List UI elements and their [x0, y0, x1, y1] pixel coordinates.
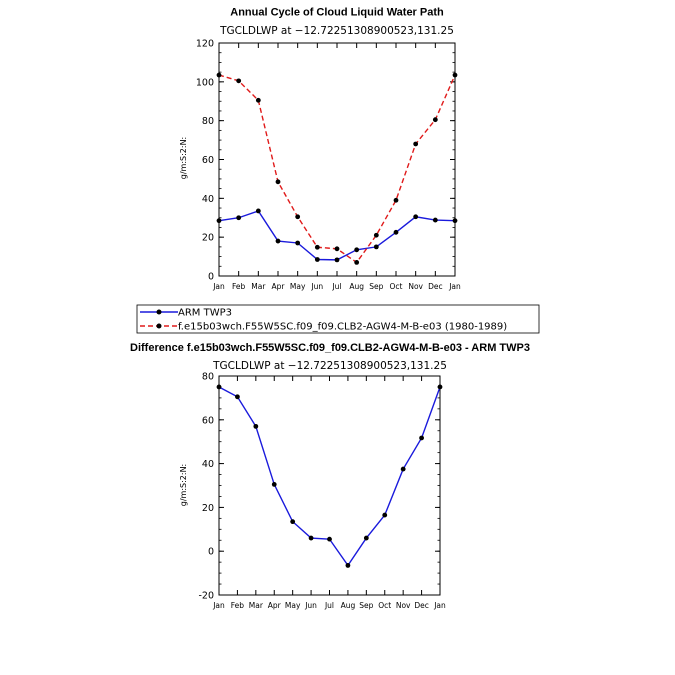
bottom-chart-series-0-point: [271, 482, 277, 487]
legend-arm-marker: [156, 309, 162, 315]
top-chart-series-1-point: [334, 246, 340, 252]
bottom-chart-series-0-point: [308, 535, 314, 541]
bottom-chart-month-label: Mar: [249, 601, 264, 610]
bottom-chart-series-0-point: [327, 536, 332, 542]
bottom-chart-ylabel: g/m:S:2:N:: [179, 464, 188, 507]
bottom-chart-series-0-point: [345, 563, 351, 568]
top-chart-series: [216, 72, 458, 265]
bottom-chart-month-label: Jan: [212, 601, 225, 610]
top-chart-month-label: Jan: [212, 282, 225, 291]
top-chart-ytick-label: 20: [202, 233, 214, 244]
top-chart-series-0-point: [314, 257, 320, 262]
top-chart-series-1-point: [452, 72, 458, 78]
bottom-chart-month-label: May: [285, 601, 301, 610]
bottom-chart-series-0-point: [253, 423, 259, 429]
top-chart-series-0-point: [295, 240, 301, 246]
top-chart-month-label: Jun: [310, 282, 323, 291]
top-chart-month-label: Nov: [408, 282, 423, 291]
top-chart-series-1-point: [413, 141, 419, 147]
top-chart-ytick-label: 0: [208, 272, 214, 283]
top-chart-ytick-label: 40: [202, 194, 214, 205]
top-chart-month-label: Jul: [331, 282, 341, 291]
bottom-chart-title: Difference f.e15b03wch.F55W5SC.f09_f09.C…: [130, 342, 530, 354]
bottom-chart-ytick-label: 20: [202, 503, 214, 514]
bottom-chart-month-label: Nov: [396, 601, 411, 610]
bottom-chart-ytick-label: -20: [198, 591, 214, 602]
bottom-chart-ytick-label: 40: [202, 459, 214, 470]
top-chart-frame: [218, 42, 456, 277]
top-chart-series-1-point: [432, 117, 438, 123]
top-chart-month-label: Feb: [232, 282, 246, 291]
bottom-chart-frame: [218, 375, 441, 596]
top-chart-series-0-point: [354, 247, 360, 253]
top-chart-month-label: Aug: [349, 282, 364, 291]
top-chart-series-1-point: [236, 78, 242, 84]
top-chart-series-0-point: [432, 217, 438, 223]
bottom-chart-month-label: Aug: [341, 601, 356, 610]
bottom-chart-ytick-label: 80: [202, 372, 214, 383]
bottom-chart-month-label: Jun: [304, 601, 317, 610]
bottom-chart-series-0-point: [400, 466, 406, 472]
bottom-chart-series: [216, 384, 443, 568]
top-chart-series-1-point: [373, 232, 379, 238]
top-chart-month-label: Apr: [272, 282, 286, 291]
bottom-chart-series-0-point: [363, 535, 369, 541]
legend-model-label: f.e15b03wch.F55W5SC.f09_f09.CLB2-AGW4-M-…: [178, 322, 507, 333]
top-chart-series-1-point: [393, 197, 399, 203]
top-chart-ytick-label: 80: [202, 116, 214, 127]
top-chart-axes: 0 20 40 60 80 100 120 Jan Feb Mar Apr May Jun Jul Aug S…: [196, 39, 461, 292]
bottom-chart-series-0-point: [382, 512, 388, 518]
bottom-chart-series-0-point: [437, 384, 443, 390]
top-chart-series-1-point: [354, 260, 360, 265]
bottom-chart-month-label: Jul: [324, 601, 334, 610]
bottom-chart-month-label: Sep: [359, 601, 373, 610]
top-chart-month-label: May: [290, 282, 306, 291]
top-chart-series-0-point: [452, 218, 458, 224]
legend-model-marker: [156, 323, 162, 329]
bottom-chart-month-label: Oct: [378, 601, 391, 610]
top-chart-month-label: Jan: [448, 282, 461, 291]
top-chart-series-line-1: [218, 74, 456, 264]
bottom-chart-ytick-label: 0: [208, 547, 214, 558]
top-chart-month-label: Dec: [428, 282, 443, 291]
bottom-chart-series-0-point: [290, 519, 296, 525]
top-chart-series-1-point: [255, 97, 261, 103]
top-chart-series-0-point: [255, 208, 261, 214]
bottom-chart-axes: -20 0 20 40 60 80 Jan Feb Mar Apr May Jun Jul Aug Sep O…: [198, 372, 446, 611]
bottom-chart-month-label: Feb: [231, 601, 245, 610]
legend-arm-label: ARM TWP3: [178, 308, 232, 319]
bottom-chart-series-0-point: [419, 435, 424, 441]
top-chart-series-1-point: [314, 244, 320, 250]
top-chart-ytick-label: 120: [196, 39, 214, 50]
top-chart-series-line-0: [218, 210, 456, 261]
top-chart-ytick-label: 60: [202, 155, 214, 166]
bottom-chart-month-label: Dec: [414, 601, 429, 610]
top-chart-title: Annual Cycle of Cloud Liquid Water Path: [230, 7, 444, 19]
top-chart-month-label: Oct: [390, 282, 403, 291]
top-chart-series-0-point: [393, 229, 399, 235]
top-chart-ylabel: g/m:S:2:N:: [179, 137, 188, 180]
bottom-chart-month-label: Jan: [433, 601, 446, 610]
top-chart-subtitle: TGCLDLWP at −12.72251308900523,131.25: [219, 25, 454, 37]
top-chart-month-label: Mar: [251, 282, 266, 291]
top-chart-month-label: Sep: [369, 282, 383, 291]
top-chart-series-1-point: [216, 72, 222, 78]
bottom-chart-ytick-label: 60: [202, 415, 214, 426]
top-chart-ytick-label: 100: [196, 77, 214, 88]
top-chart-series-0-point: [275, 238, 281, 244]
top-chart-series-1-point: [275, 179, 281, 185]
bottom-chart-series-0-point: [216, 384, 222, 390]
top-chart-series-0-point: [413, 214, 419, 220]
legend-box: [136, 304, 540, 334]
bottom-chart-subtitle: TGCLDLWP at −12.72251308900523,131.25: [212, 360, 447, 372]
top-chart-series-1-point: [295, 214, 301, 220]
bottom-chart-month-label: Apr: [268, 601, 282, 610]
top-chart-series-0-point: [373, 244, 379, 250]
bottom-chart-series-0-point: [235, 394, 240, 400]
top-chart-series-0-point: [236, 215, 242, 221]
top-chart-series-0-point: [216, 218, 222, 224]
top-chart-series-0-point: [334, 257, 340, 263]
